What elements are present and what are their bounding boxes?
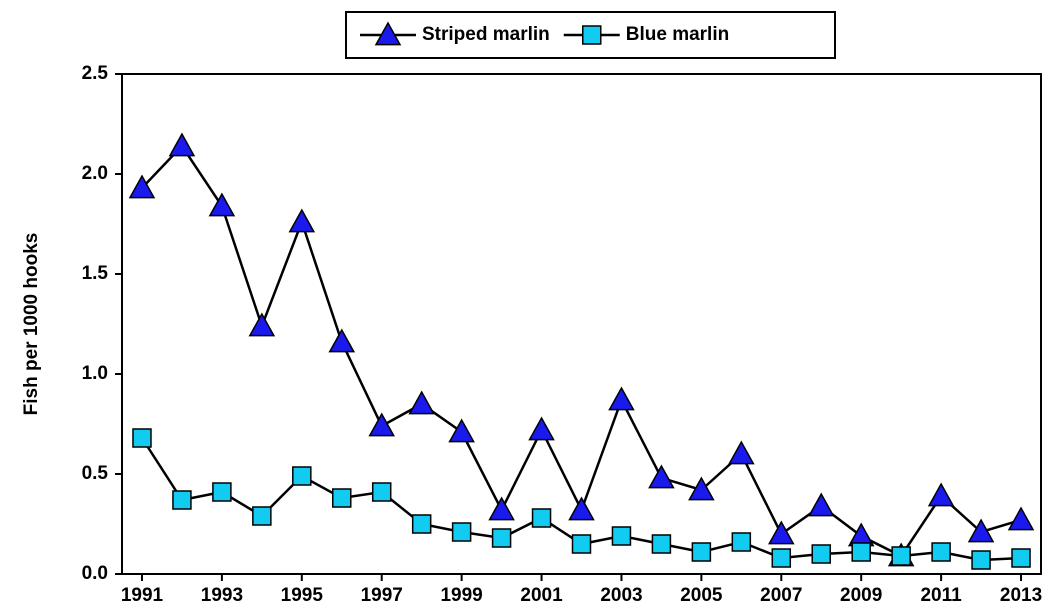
x-tick-label: 1993 [201, 585, 243, 606]
y-tick-label: 0.0 [82, 563, 108, 584]
triangle-marker [448, 418, 475, 443]
square-marker [891, 546, 911, 566]
triangle-marker [927, 482, 955, 507]
square-marker [292, 466, 312, 486]
legend: Striped marlin Blue marlin [345, 11, 836, 59]
square-marker [1011, 548, 1031, 568]
y-axis-label: Fish per 1000 hooks [21, 233, 42, 416]
triangle-marker [768, 520, 795, 545]
y-tick-label: 1.0 [82, 363, 108, 384]
triangle-marker [528, 416, 555, 441]
triangle-marker [168, 132, 196, 157]
square-marker [582, 25, 602, 45]
x-tick-label: 1991 [121, 585, 164, 606]
plot-frame [121, 73, 1042, 575]
square-marker [611, 526, 632, 546]
square-marker [212, 482, 232, 502]
x-tick-label: 2001 [520, 585, 563, 606]
y-tick-label: 0.5 [82, 463, 109, 484]
triangle-marker [248, 312, 276, 337]
square-marker [371, 482, 392, 502]
triangle-marker [128, 174, 156, 199]
y-tick-label: 2.0 [82, 163, 108, 184]
triangle-marker [688, 476, 715, 501]
square-marker [571, 534, 592, 554]
square-marker [172, 490, 192, 510]
legend-label: Striped marlin [422, 24, 550, 45]
square-marker [851, 542, 871, 562]
x-tick-label: 1999 [440, 585, 482, 606]
x-tick-label: 2007 [760, 585, 802, 606]
triangle-marker [408, 390, 435, 415]
square-marker [651, 534, 672, 554]
square-marker [531, 508, 552, 528]
square-marker [691, 542, 712, 562]
triangle-marker [728, 440, 755, 465]
square-marker [332, 488, 352, 508]
square-marker [252, 506, 272, 526]
legend-label: Blue marlin [626, 24, 729, 45]
square-marker [451, 522, 472, 542]
x-tick-label: 1995 [281, 585, 324, 606]
triangle-marker [568, 496, 595, 521]
square-marker [132, 428, 152, 448]
x-tick-label: 2013 [1000, 585, 1042, 606]
square-marker [411, 514, 432, 534]
x-tick-label: 2009 [840, 585, 882, 606]
x-tick-label: 2005 [680, 585, 723, 606]
y-tick-label: 2.5 [82, 63, 109, 84]
square-marker [491, 528, 512, 548]
square-marker [771, 548, 792, 568]
square-marker [971, 550, 991, 570]
y-tick-label: 1.5 [82, 263, 109, 284]
triangle-marker [648, 464, 675, 489]
triangle-marker [967, 518, 995, 543]
triangle-marker [328, 328, 356, 353]
triangle-marker [374, 21, 402, 46]
triangle-marker [488, 496, 515, 521]
x-tick-label: 2011 [920, 585, 962, 606]
triangle-marker [807, 492, 835, 517]
x-tick-label: 2003 [600, 585, 642, 606]
triangle-marker [368, 412, 395, 437]
square-marker [811, 544, 831, 564]
triangle-marker [608, 386, 635, 411]
square-marker [931, 542, 951, 562]
triangle-marker [1007, 506, 1035, 531]
x-tick-label: 1997 [361, 585, 403, 606]
triangle-marker [288, 208, 316, 233]
triangle-marker [208, 192, 236, 217]
square-marker [731, 532, 752, 552]
